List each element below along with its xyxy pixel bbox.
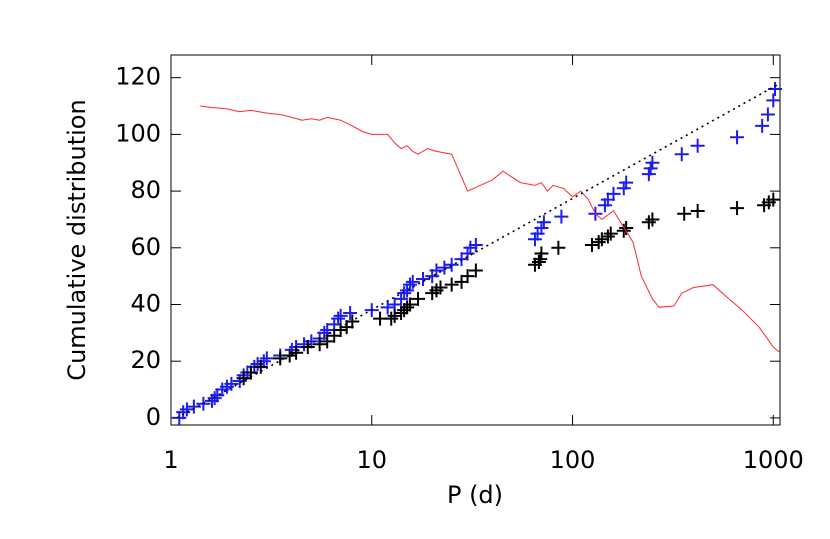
x-tick-label: 1 <box>163 446 178 474</box>
plus-marker <box>674 147 689 162</box>
y-tick-label: 20 <box>130 346 161 374</box>
plus-marker <box>400 283 415 298</box>
plus-marker <box>645 155 660 170</box>
plus-marker <box>259 351 274 366</box>
plus-marker <box>250 357 265 372</box>
plus-marker <box>534 246 549 261</box>
y-tick-label: 60 <box>130 233 161 261</box>
plus-marker <box>289 345 304 360</box>
plus-marker <box>405 274 420 289</box>
reference-line <box>176 82 781 419</box>
plus-marker <box>616 223 631 238</box>
plus-marker <box>402 297 417 312</box>
plus-marker <box>755 118 770 133</box>
plus-marker <box>606 186 621 201</box>
plus-marker <box>584 237 599 252</box>
plus-marker <box>533 252 548 267</box>
plus-marker <box>327 328 342 343</box>
plus-marker <box>454 274 469 289</box>
y-tick-label: 100 <box>115 119 161 147</box>
plus-marker <box>645 212 660 227</box>
plus-marker <box>416 271 431 286</box>
plus-marker <box>304 334 319 349</box>
plus-marker <box>551 240 566 255</box>
x-tick-label: 100 <box>550 446 596 474</box>
plus-marker <box>384 311 399 326</box>
plus-marker <box>600 229 615 244</box>
plus-marker <box>534 220 549 235</box>
y-tick-label: 80 <box>130 176 161 204</box>
plus-marker <box>394 306 409 321</box>
plus-marker <box>397 303 412 318</box>
plus-marker <box>536 215 551 230</box>
plus-marker <box>256 354 271 369</box>
y-tick-label: 0 <box>146 403 161 431</box>
plus-marker <box>411 291 426 306</box>
y-tick-label: 40 <box>130 290 161 318</box>
plus-marker <box>253 359 268 374</box>
plus-marker <box>643 161 658 176</box>
plus-marker <box>730 201 745 216</box>
plus-marker <box>397 286 412 301</box>
plus-marker <box>394 291 409 306</box>
plus-marker <box>619 220 634 235</box>
y-axis-label: Cumulative distribution <box>63 99 91 380</box>
plus-marker <box>444 277 459 292</box>
plus-marker <box>429 263 444 278</box>
plus-marker <box>460 246 475 261</box>
plus-marker <box>273 351 288 366</box>
plus-marker <box>730 130 745 145</box>
plus-marker <box>591 235 606 250</box>
y-tick-label: 120 <box>115 63 161 91</box>
plus-marker <box>387 308 402 323</box>
plus-marker <box>345 314 360 329</box>
plus-marker <box>527 232 542 247</box>
plot-frame <box>170 54 781 426</box>
plus-marker <box>320 334 335 349</box>
plus-marker <box>333 308 348 323</box>
plus-marker <box>444 257 459 272</box>
plus-marker <box>236 371 251 386</box>
plus-marker <box>766 192 781 207</box>
x-axis-label: P (d) <box>447 481 503 509</box>
plus-marker <box>603 226 618 241</box>
plus-marker <box>597 198 612 213</box>
plus-marker <box>331 311 346 326</box>
plus-marker <box>616 181 631 196</box>
plus-marker <box>468 237 483 252</box>
plus-marker <box>766 93 781 108</box>
plus-marker <box>433 280 448 295</box>
plus-marker <box>380 300 395 315</box>
plus-marker <box>641 215 656 230</box>
plus-marker <box>282 348 297 363</box>
plus-marker <box>690 138 705 153</box>
plus-marker <box>207 391 222 406</box>
plus-marker <box>641 167 656 182</box>
plus-marker <box>677 206 692 221</box>
plus-marker <box>531 254 546 269</box>
x-tick-label: 1000 <box>743 446 804 474</box>
plus-marker <box>460 269 475 284</box>
plus-marker <box>179 402 194 417</box>
plus-marker <box>343 306 358 321</box>
plus-marker <box>400 300 415 315</box>
plus-marker <box>619 175 634 190</box>
plus-marker <box>594 232 609 247</box>
plus-marker <box>437 260 452 275</box>
plus-marker <box>402 277 417 292</box>
plus-marker <box>554 209 569 224</box>
plus-marker <box>760 107 775 122</box>
x-tick-label: 10 <box>356 446 387 474</box>
data-line <box>200 105 781 354</box>
plus-marker <box>468 263 483 278</box>
plus-marker <box>690 203 705 218</box>
